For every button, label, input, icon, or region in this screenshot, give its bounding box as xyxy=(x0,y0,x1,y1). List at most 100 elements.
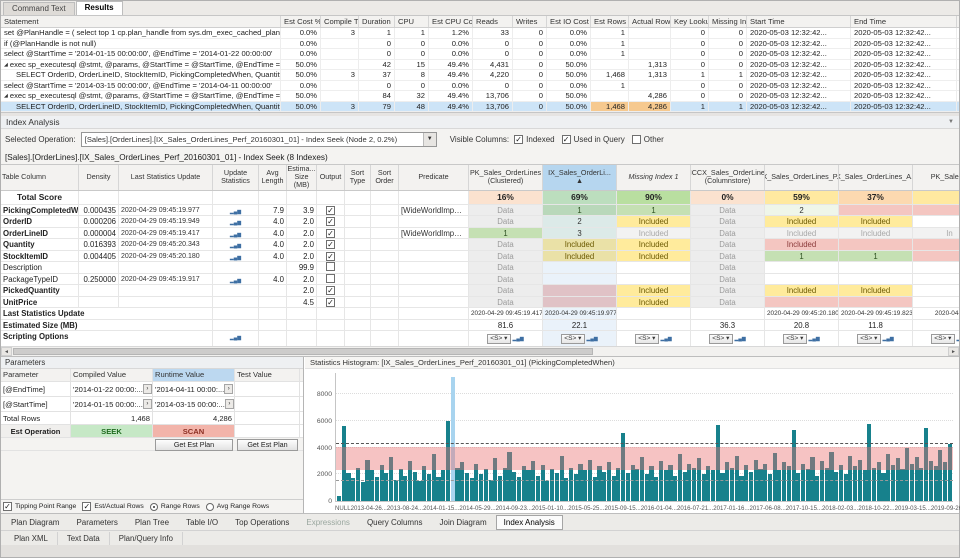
checkbox-icon[interactable]: ✓ xyxy=(514,135,524,145)
histogram-bar[interactable] xyxy=(819,461,825,501)
output-checkbox[interactable]: ✓ xyxy=(326,205,335,215)
update-statistics-chart-icon[interactable]: ▂▄▆ xyxy=(229,231,242,238)
script-options-button[interactable]: <S> ▾ xyxy=(635,334,659,345)
panel-menu-icon[interactable]: ▼ xyxy=(948,118,954,125)
tab-parameters[interactable]: Parameters xyxy=(76,517,118,527)
histogram-bar[interactable] xyxy=(772,453,777,501)
histogram-bar[interactable] xyxy=(351,478,356,501)
histogram-bar[interactable] xyxy=(374,477,380,501)
column-header-estima-size-mb[interactable]: Estima... Size (MB) xyxy=(287,164,317,190)
radio-range-rows[interactable] xyxy=(149,502,158,511)
index-header-ix-sales-orderli[interactable]: IX_Sales_OrderLi... ▲ xyxy=(543,164,617,190)
histogram-bar[interactable] xyxy=(426,474,432,501)
output-checkbox[interactable] xyxy=(326,262,335,272)
histogram-bar[interactable] xyxy=(573,474,578,501)
column-header-output[interactable]: Output xyxy=(317,164,345,190)
histogram-bar[interactable] xyxy=(871,467,877,501)
script-options-button[interactable]: <S> ▾ xyxy=(487,334,511,345)
status-tab-text-data[interactable]: Text Data xyxy=(58,531,110,545)
histogram-bar[interactable] xyxy=(441,470,446,501)
histogram-bar[interactable] xyxy=(800,463,806,501)
tab-query-columns[interactable]: Query Columns xyxy=(366,517,423,527)
scripting-chart-icon[interactable]: ▂▄▆ xyxy=(229,335,242,342)
column-header-compile-time[interactable]: Compile Time xyxy=(321,16,359,27)
scripting-chart-icon[interactable]: ▂▄▆ xyxy=(586,336,598,343)
histogram-bar[interactable] xyxy=(692,467,697,501)
histogram-bar[interactable] xyxy=(597,466,602,501)
column-header-end-time[interactable]: End Time xyxy=(851,16,957,27)
histogram-bar[interactable] xyxy=(526,470,531,501)
checkbox-tipping-point-range[interactable]: ✓ xyxy=(3,502,12,511)
histogram-bar[interactable] xyxy=(455,467,460,501)
index-header-ix-sales-orderlines-a[interactable]: IX_Sales_OrderLines_A... xyxy=(839,164,913,190)
histogram-bar[interactable] xyxy=(355,467,361,501)
column-header-compiled-value[interactable]: Compiled Value xyxy=(71,369,153,381)
histogram-bar[interactable] xyxy=(346,473,351,501)
statement-row[interactable]: SELECT OrderID, OrderLineID, StockItemID… xyxy=(1,101,959,112)
histogram-bar[interactable] xyxy=(668,465,673,501)
histogram-bar[interactable] xyxy=(919,467,924,501)
scrollbar-track[interactable] xyxy=(12,347,948,356)
histogram-bar[interactable] xyxy=(663,470,668,501)
column-header-avg-length[interactable]: Avg Length xyxy=(259,164,287,190)
checkbox-other[interactable]: Other xyxy=(631,135,664,145)
histogram-bar[interactable] xyxy=(677,454,683,501)
histogram-bar[interactable] xyxy=(938,450,943,501)
tab-plan-tree[interactable]: Plan Tree xyxy=(134,517,170,527)
column-header-actual-rows[interactable]: Actual Rows xyxy=(629,16,671,27)
statement-row[interactable]: if (@PlanHandle is not null) 0.0% 0 0 0.0% 0 0… xyxy=(1,38,959,49)
histogram-bar[interactable] xyxy=(658,461,664,501)
update-statistics-chart-icon[interactable]: ▂▄▆ xyxy=(229,243,242,250)
column-header-writes[interactable]: Writes xyxy=(513,16,547,27)
histogram-bar[interactable] xyxy=(389,457,394,501)
histogram-bar[interactable] xyxy=(943,462,948,501)
histogram-bar[interactable] xyxy=(460,462,465,501)
histogram-bar[interactable] xyxy=(474,463,479,501)
tab-table-i-o[interactable]: Table I/O xyxy=(186,517,219,527)
column-header-est-cpu-cost[interactable]: Est CPU Cost % xyxy=(429,16,473,27)
script-options-button[interactable]: <S> ▾ xyxy=(561,334,585,345)
histogram-bar[interactable] xyxy=(554,473,559,501)
histogram-bar[interactable] xyxy=(654,477,659,501)
output-checkbox[interactable] xyxy=(326,273,335,283)
histogram-bar[interactable] xyxy=(711,470,716,501)
histogram-bar[interactable] xyxy=(834,471,839,501)
parameter-value[interactable] xyxy=(235,382,300,396)
checkbox-icon[interactable]: ✓ xyxy=(561,135,571,145)
histogram-bar[interactable] xyxy=(436,477,441,501)
column-header-sort-order[interactable]: Sort Order xyxy=(371,164,399,190)
histogram-bar[interactable] xyxy=(578,463,583,501)
histogram-bar[interactable] xyxy=(535,475,540,501)
histogram-bar[interactable] xyxy=(630,465,635,501)
column-header-missing-ind[interactable]: Missing Ind... xyxy=(709,16,747,27)
histogram-bar[interactable] xyxy=(696,458,701,501)
column-header-est-cost[interactable]: Est Cost % xyxy=(281,16,321,27)
scripting-chart-icon[interactable]: ▂▄▆ xyxy=(512,336,524,343)
chevron-down-icon[interactable]: ▼ xyxy=(422,133,436,147)
histogram-bar[interactable] xyxy=(493,458,498,501)
column-header-est-io-cost[interactable]: Est IO Cost % xyxy=(547,16,591,27)
script-options-button[interactable]: <S> ▾ xyxy=(709,334,733,345)
column-header-last-statistics-update[interactable]: Last Statistics Update xyxy=(119,164,213,190)
histogram-bar[interactable] xyxy=(606,462,611,501)
expander-icon[interactable]: ◢ xyxy=(4,93,8,99)
output-checkbox[interactable]: ✓ xyxy=(326,228,335,238)
output-checkbox[interactable]: ✓ xyxy=(326,251,335,261)
histogram-bar[interactable] xyxy=(890,465,896,501)
histogram-bar[interactable] xyxy=(701,474,706,501)
value-expand-icon[interactable]: › xyxy=(142,384,152,394)
histogram-bar[interactable] xyxy=(564,478,569,501)
column-header-runtime-value[interactable]: Runtime Value xyxy=(153,369,235,381)
histogram-bar[interactable] xyxy=(777,470,782,501)
histogram-bar[interactable] xyxy=(673,475,678,501)
histogram-bar[interactable] xyxy=(744,465,749,501)
output-checkbox[interactable]: ✓ xyxy=(326,297,335,307)
column-header-density[interactable]: Density xyxy=(79,164,119,190)
tab-plan-diagram[interactable]: Plan Diagram xyxy=(11,517,60,527)
histogram-bar[interactable] xyxy=(521,466,526,501)
column-header-test-value[interactable]: Test Value xyxy=(235,369,300,381)
histogram-bar[interactable] xyxy=(403,475,408,501)
get-est-plan-button[interactable]: Get Est Plan xyxy=(155,439,233,451)
get-est-plan-button[interactable]: Get Est Plan xyxy=(237,439,298,451)
statement-row[interactable]: ◢ exec sp_executesql @stmt, @params, @Sta… xyxy=(1,91,959,102)
